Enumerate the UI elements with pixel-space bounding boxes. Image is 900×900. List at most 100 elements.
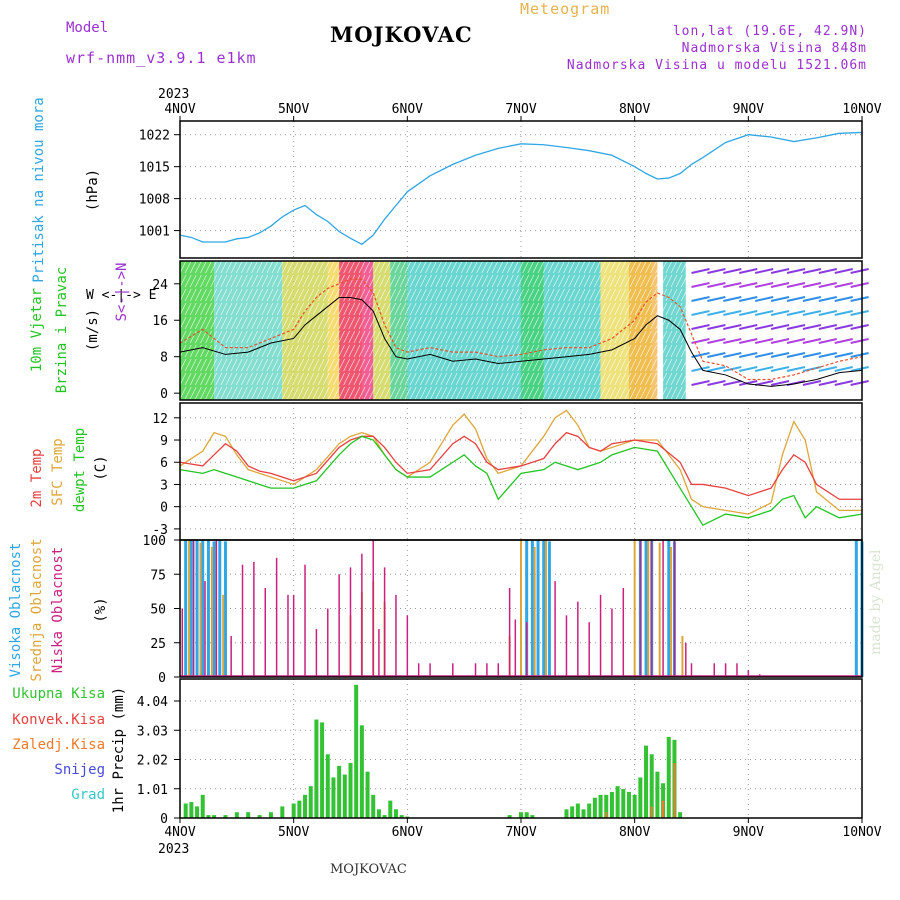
wind-barb — [271, 316, 279, 330]
panel-frame-cloud — [179, 539, 863, 678]
wind-barb — [225, 330, 233, 344]
wind-barb — [261, 274, 269, 288]
wind-barb — [200, 302, 207, 316]
wind-barb — [276, 372, 284, 386]
wind-barb — [430, 260, 437, 274]
wind-arrow — [802, 296, 822, 302]
wind-barb — [476, 288, 483, 302]
wind-barb — [353, 372, 361, 386]
wind-arrow — [754, 268, 774, 274]
wind-barb — [609, 372, 616, 386]
wind-barb — [368, 274, 376, 288]
wind-barb — [440, 386, 448, 400]
wind-barb — [235, 372, 243, 386]
wind-arrow — [770, 310, 790, 316]
wind-barb — [440, 260, 448, 274]
wind-barb — [425, 288, 432, 302]
wind-barb — [430, 302, 437, 316]
precip-bar — [524, 812, 529, 818]
cloud-bar-mid — [658, 542, 661, 677]
wind-barb — [374, 358, 381, 372]
wind-barb — [322, 260, 330, 274]
wind-barb — [640, 288, 647, 302]
wind-arrow — [770, 282, 790, 288]
wind-barb — [547, 358, 555, 372]
wind-barb — [358, 274, 366, 288]
wind-barb — [440, 372, 448, 386]
wind-barb — [276, 330, 284, 344]
wind-barb — [195, 260, 202, 274]
wind-barb — [215, 274, 223, 288]
wind-barb — [547, 260, 555, 274]
wind-barb — [302, 330, 310, 344]
cloud-bar-mid — [633, 540, 636, 677]
wind-barb — [599, 316, 606, 330]
cloud-tick-label: 100 — [143, 534, 166, 549]
wind-barb — [640, 386, 647, 400]
wind-barb — [435, 372, 443, 386]
wind-barb — [645, 260, 652, 274]
wind-barb — [251, 386, 258, 400]
wind-barb — [588, 316, 596, 330]
wind-barb — [225, 288, 233, 302]
wind-barb — [445, 372, 453, 386]
wind-barb — [547, 330, 555, 344]
wind-barb — [568, 302, 576, 316]
cloud-bar-low — [253, 561, 255, 677]
wind-barb — [461, 302, 468, 316]
cloud-bar-low — [685, 642, 687, 677]
wind-barb — [368, 386, 376, 400]
wind-barb — [317, 358, 325, 372]
wind-barb — [435, 260, 443, 274]
wind-barb — [578, 358, 586, 372]
precip-bar — [587, 803, 592, 818]
wind-barb — [599, 274, 606, 288]
cloud-bar-low — [287, 594, 289, 677]
precip-bar — [615, 786, 620, 818]
wind-barb — [409, 386, 417, 400]
wind-barb — [496, 330, 504, 344]
wind-barb — [450, 344, 458, 358]
wind-barb — [665, 330, 673, 344]
wind-barb — [384, 386, 391, 400]
wind-barb — [246, 330, 253, 344]
wind-barb — [358, 302, 366, 316]
wind-barb — [215, 330, 223, 344]
wind-barb — [266, 260, 274, 274]
wind-barb — [333, 372, 340, 386]
wind-barb — [496, 358, 504, 372]
wind-barb — [322, 330, 330, 344]
wind-barb — [640, 372, 647, 386]
wind-barb — [435, 344, 443, 358]
wind-barb — [389, 302, 397, 316]
wind-barb — [399, 372, 407, 386]
wind-barb — [195, 316, 202, 330]
wind-barb-band — [282, 261, 328, 400]
cloud-bar-high — [201, 540, 205, 677]
cloud-bar-low — [241, 564, 244, 677]
cloud-bar-mid — [199, 542, 202, 677]
wind-barb — [435, 302, 443, 316]
wind-barb — [461, 274, 468, 288]
wind-barb — [368, 316, 376, 330]
wind-arrow — [818, 310, 838, 316]
wind-barb — [532, 302, 540, 316]
wind-barb — [425, 302, 432, 316]
wind-barb — [553, 288, 560, 302]
wind-barb — [379, 330, 386, 344]
wind-barb — [634, 274, 642, 288]
wind-barb — [215, 344, 223, 358]
wind-barb — [189, 330, 197, 344]
wind-barb — [246, 344, 253, 358]
wind-barb — [512, 358, 519, 372]
cloud-bar-high — [536, 540, 540, 677]
wind-barb — [230, 330, 238, 344]
wind-barb — [409, 358, 417, 372]
x-tick-label-bottom: 10NOV — [842, 825, 881, 840]
wind-arrow — [786, 268, 806, 274]
wind-barb — [440, 274, 448, 288]
wind-barb — [481, 274, 489, 288]
cloud-bar-low — [611, 608, 613, 677]
wind-barb — [230, 372, 238, 386]
wind-barb — [312, 358, 320, 372]
